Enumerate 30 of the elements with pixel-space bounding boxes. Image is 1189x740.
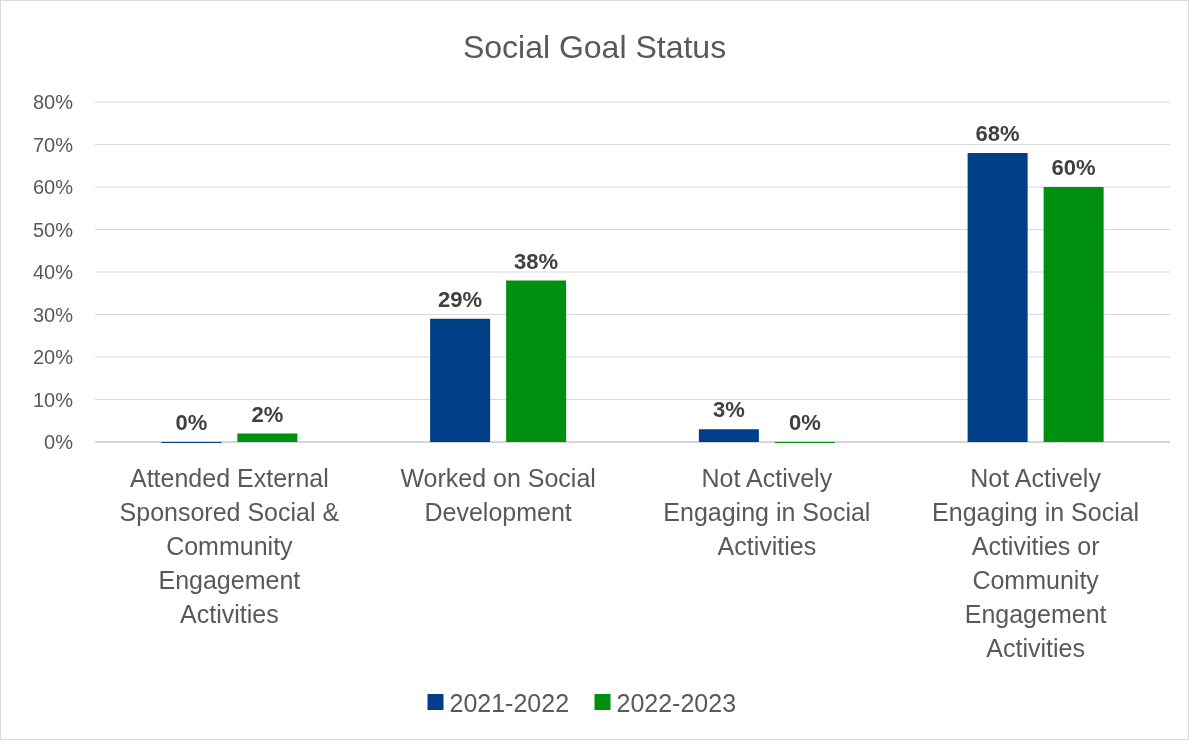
legend-label: 2022-2023 bbox=[616, 688, 737, 717]
data-label: 60% bbox=[1051, 155, 1096, 180]
bar bbox=[698, 429, 759, 442]
data-label: 3% bbox=[712, 397, 745, 423]
y-tick-label: 20% bbox=[32, 346, 74, 368]
data-label: 38% bbox=[514, 248, 559, 274]
bar bbox=[430, 318, 491, 442]
legend-label: 2021-2022 bbox=[449, 688, 570, 717]
x-tick-label: Not Actively Engaging in Social Activities bbox=[663, 464, 871, 560]
data-label: 68% bbox=[975, 121, 1020, 146]
x-tick-label: Attended External Sponsored Social & Community Engagement Activities bbox=[119, 464, 340, 628]
y-tick-label: 40% bbox=[32, 261, 74, 283]
bar bbox=[237, 433, 298, 442]
chart-title: Social Goal Status bbox=[462, 29, 727, 65]
y-tick-label: 80% bbox=[32, 91, 74, 113]
data-label: 2% bbox=[251, 401, 284, 427]
y-tick-label: 60% bbox=[32, 176, 74, 198]
data-label: 29% bbox=[438, 286, 483, 312]
y-tick-label: 70% bbox=[32, 133, 74, 156]
y-tick-label: 30% bbox=[32, 303, 74, 326]
data-label: 0% bbox=[788, 410, 821, 435]
data-label: 0% bbox=[175, 410, 208, 435]
bar bbox=[1043, 187, 1104, 442]
y-tick-label: 0% bbox=[44, 431, 74, 453]
x-tick-label: Worked on Social Development bbox=[400, 464, 596, 526]
y-tick-label: 50% bbox=[32, 218, 74, 241]
bar bbox=[967, 153, 1028, 442]
bar bbox=[506, 280, 567, 442]
x-tick-label: Not Actively Engaging in Social Activities or Community Engagement Activities bbox=[932, 464, 1140, 662]
y-tick-label: 10% bbox=[32, 388, 74, 411]
